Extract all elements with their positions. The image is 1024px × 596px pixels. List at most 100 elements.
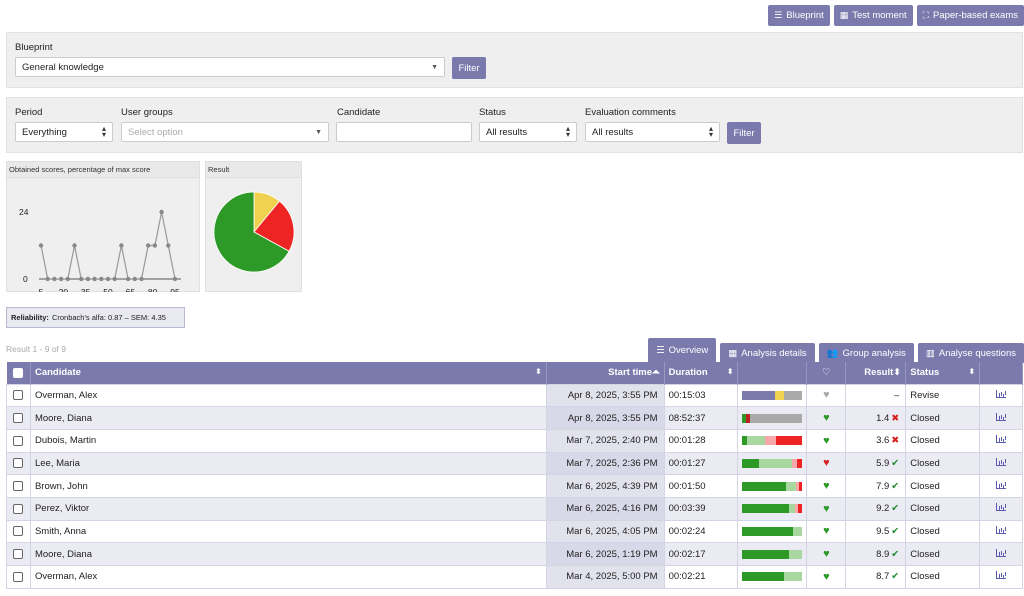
bar-segment: [789, 504, 796, 514]
start-time-cell: Mar 7, 2025, 2:40 PM: [545, 428, 665, 453]
x-tick-label: 35: [81, 287, 91, 292]
chart-icon[interactable]: [996, 503, 1007, 512]
period-select[interactable]: Everything ▴ ▾: [15, 122, 113, 142]
bar-segment: [784, 572, 803, 582]
candidate-header[interactable]: Candidate ⬍: [30, 362, 547, 384]
progress-cell: [737, 383, 808, 408]
candidate-cell[interactable]: Brown, John: [29, 474, 547, 498]
candidate-cell[interactable]: Smith, Anna: [29, 519, 547, 544]
heart-rate-icon: ♥: [823, 570, 830, 583]
heart-cell: ♥: [806, 519, 847, 544]
status-select[interactable]: All results ▴ ▾: [479, 122, 577, 142]
score-point: [58, 276, 64, 282]
select-all-checkbox[interactable]: [13, 367, 24, 378]
table-row[interactable]: Perez, Viktor Mar 6, 2025, 4:16 PM 00:03:3…: [6, 496, 1023, 521]
row-checkbox[interactable]: [13, 571, 24, 582]
blueprint-button[interactable]: ☰ Blueprint: [768, 5, 830, 26]
tab-analyse-questions[interactable]: ▥ Analyse questions: [917, 343, 1024, 363]
tab-analysis-details[interactable]: ▦ Analysis details: [720, 343, 815, 363]
paper-based-exams-button[interactable]: ⛶ Paper-based exams: [916, 5, 1024, 26]
heart-cell: ♥: [806, 565, 847, 589]
row-checkbox[interactable]: [13, 526, 24, 537]
candidate-input[interactable]: [336, 122, 472, 142]
candidate-cell[interactable]: Dubois, Martin: [29, 428, 547, 453]
score-point: [125, 276, 131, 282]
table-row[interactable]: Moore, Diana Apr 8, 2025, 3:55 PM 08:52:37…: [6, 406, 1023, 430]
bar-segment: [742, 458, 760, 468]
action-cell: [979, 474, 1023, 498]
start-time-cell: Mar 4, 2025, 5:00 PM: [545, 565, 665, 589]
blueprint-select[interactable]: General knowledge ▼: [15, 57, 445, 77]
tab-overview[interactable]: ☰ Overview: [648, 338, 717, 363]
status-cell: Closed: [905, 519, 981, 544]
check-icon: ✔: [891, 503, 900, 515]
score-bar: [742, 572, 803, 582]
table-row[interactable]: Brown, John Mar 6, 2025, 4:39 PM 00:01:50 ♥…: [6, 474, 1023, 498]
evaluation-select[interactable]: All results ▴ ▾: [585, 122, 720, 142]
chart-icon[interactable]: [996, 412, 1007, 421]
chart-icon[interactable]: [996, 548, 1007, 557]
heart-icon: ♡: [822, 367, 831, 379]
x-tick-label: 65: [126, 287, 136, 292]
status-header[interactable]: Status ⬍: [905, 362, 981, 384]
chart-icon[interactable]: [996, 525, 1007, 534]
chart-icon[interactable]: [996, 389, 1007, 398]
progress-cell: [737, 451, 808, 476]
candidate-cell[interactable]: Moore, Diana: [29, 542, 547, 566]
row-checkbox[interactable]: [13, 390, 24, 401]
bar-segment: [742, 526, 794, 536]
bar-segment: [799, 481, 803, 491]
row-checkbox[interactable]: [13, 413, 24, 424]
blueprint-filter-button[interactable]: Filter: [452, 57, 486, 79]
result-header[interactable]: Result⬍: [845, 362, 907, 384]
row-checkbox[interactable]: [13, 503, 24, 514]
table-row[interactable]: Moore, Diana Mar 6, 2025, 1:19 PM 00:02:17…: [6, 542, 1023, 566]
heart-rate-icon: ♥: [823, 502, 830, 515]
tab-group-analysis[interactable]: 👥 Group analysis: [818, 343, 914, 363]
x-tick-label: 50: [103, 287, 113, 292]
chart-icon[interactable]: [996, 435, 1007, 444]
action-cell: [979, 451, 1023, 476]
row-checkbox[interactable]: [13, 435, 24, 446]
fail-icon: ✖: [891, 412, 900, 424]
candidate-cell[interactable]: Lee, Maria: [29, 451, 547, 476]
test-moment-button[interactable]: ▦ Test moment: [833, 5, 913, 26]
table-row[interactable]: Overman, Alex Mar 4, 2025, 5:00 PM 00:02:2…: [6, 565, 1023, 589]
pie-slice-passed: [213, 191, 290, 273]
filters-filter-button[interactable]: Filter: [727, 122, 761, 144]
status-cell: Closed: [905, 428, 981, 453]
row-checkbox[interactable]: [13, 458, 24, 469]
candidate-cell[interactable]: Overman, Alex: [29, 565, 547, 589]
score-bar: [742, 436, 803, 446]
result-cell: 8.7 ✔: [845, 565, 907, 589]
heart-cell: ♥: [806, 406, 847, 430]
status-cell: Closed: [905, 542, 981, 566]
evaluation-label: Evaluation comments: [585, 107, 676, 118]
progress-cell: [737, 428, 808, 453]
chart-icon[interactable]: [996, 480, 1007, 489]
duration-header[interactable]: Duration ⬍: [664, 362, 739, 384]
table-row[interactable]: Smith, Anna Mar 6, 2025, 4:05 PM 00:02:24 ♥…: [6, 519, 1023, 544]
candidate-cell[interactable]: Overman, Alex: [29, 383, 547, 408]
row-checkbox[interactable]: [13, 549, 24, 560]
chart-icon[interactable]: [996, 457, 1007, 466]
table-row[interactable]: Lee, Maria Mar 7, 2025, 2:36 PM 00:01:27 ♥ 5…: [6, 451, 1023, 476]
user-groups-select[interactable]: Select option ▼: [121, 122, 329, 142]
row-checkbox[interactable]: [13, 481, 24, 492]
heart-rate-icon: ♥: [823, 525, 830, 538]
action-cell: [979, 519, 1023, 544]
y-tick-label: 24: [19, 207, 29, 217]
candidate-cell[interactable]: Moore, Diana: [29, 406, 547, 430]
score-point: [72, 243, 77, 248]
reliability-box: Reliability: Cronbach's alfa: 0.87 – SEM…: [6, 307, 185, 328]
table-row[interactable]: Dubois, Martin Mar 7, 2025, 2:40 PM 00:01:…: [6, 428, 1023, 453]
evaluation-value: All results: [592, 126, 634, 138]
candidate-cell[interactable]: Perez, Viktor: [29, 496, 547, 521]
x-tick-label: 80: [148, 287, 158, 292]
start-time-header[interactable]: Start time⏶: [546, 362, 665, 384]
heart-cell: ♥: [806, 542, 847, 566]
chart-icon[interactable]: [996, 571, 1007, 580]
duration-cell: 08:52:37: [663, 406, 739, 430]
table-row[interactable]: Overman, Alex Apr 8, 2025, 3:55 PM 00:15:0…: [6, 383, 1023, 408]
start-time-cell: Apr 8, 2025, 3:55 PM: [545, 406, 665, 430]
